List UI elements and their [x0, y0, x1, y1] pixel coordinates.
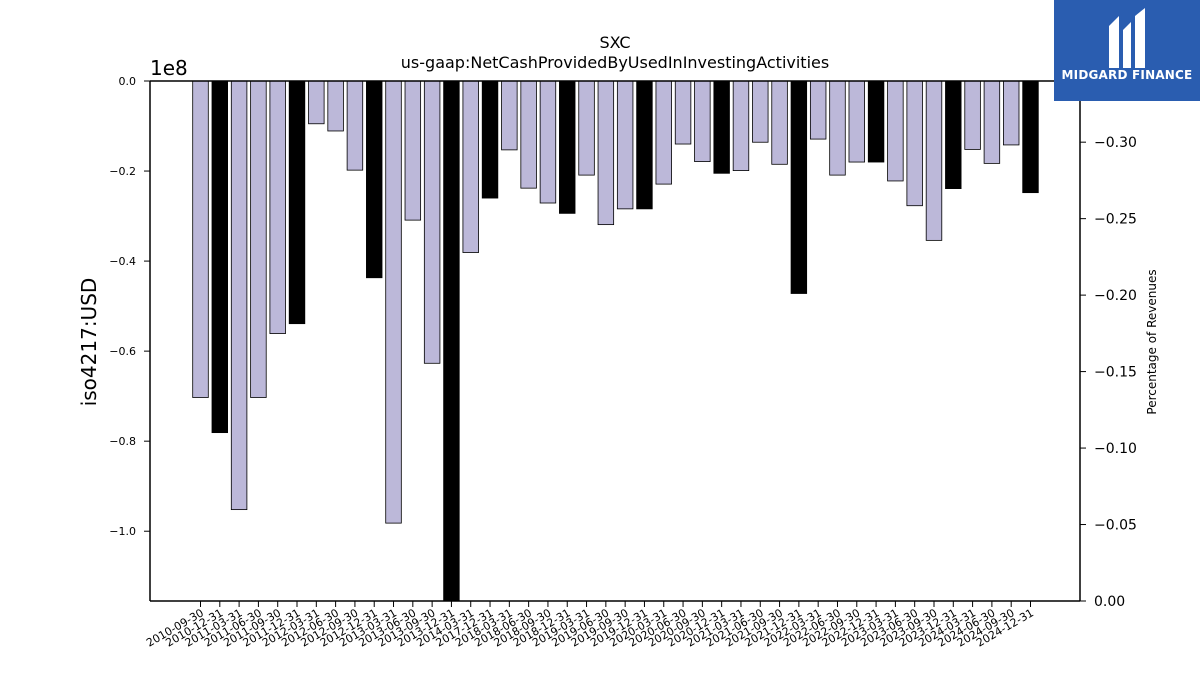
bar-2022-03-31 — [809, 80, 827, 140]
bar-2024-09-30 — [1003, 80, 1020, 146]
y-right-tick-label: −0.20 — [1094, 288, 1137, 304]
bar-2013-12-31 — [443, 80, 460, 602]
bar-2012-06-30 — [327, 80, 344, 132]
bar-2012-09-30 — [346, 80, 364, 171]
bar-2018-03-31 — [501, 80, 518, 151]
bar-2012-12-31 — [366, 80, 383, 279]
y-right-tick-label: −0.30 — [1094, 135, 1137, 151]
bar-2021-12-31 — [790, 80, 808, 294]
bar-2020-12-31 — [713, 80, 730, 174]
bar-2013-06-30 — [404, 80, 422, 221]
y-right-tick-label: −0.05 — [1094, 518, 1137, 534]
bar-2011-12-31 — [288, 80, 306, 325]
bar-2018-06-30 — [520, 80, 537, 189]
y-right-tick-label: −0.25 — [1094, 212, 1137, 228]
y-scale-label: 1e8 — [150, 56, 188, 80]
bar-2014-03-31 — [462, 80, 479, 253]
bar-2018-12-31 — [559, 80, 576, 214]
logo-text: MIDGARD FINANCE — [1061, 68, 1193, 82]
bar-2018-09-30 — [539, 80, 557, 204]
bar-2019-09-30 — [616, 80, 634, 210]
bar-2010-09-30 — [192, 80, 209, 398]
y-tick-label: −0.8 — [109, 435, 136, 448]
y-right-tick-label: 0.00 — [1094, 594, 1125, 610]
y-tick-label: −0.4 — [109, 255, 136, 268]
chart-subtitle: us-gaap:NetCashProvidedByUsedInInvesting… — [401, 53, 829, 72]
bar-2011-09-30 — [269, 80, 286, 334]
y-right-tick-label: −0.15 — [1094, 365, 1137, 381]
bar-2024-06-30 — [983, 80, 1001, 164]
bar-2021-09-30 — [771, 80, 788, 165]
bar-2019-06-30 — [597, 80, 615, 226]
bars-group — [192, 80, 1039, 602]
y-axis-label: iso4217:USD — [77, 278, 101, 407]
bar-2022-06-30 — [829, 80, 846, 176]
bar-2020-09-30 — [694, 80, 711, 162]
bar-2020-06-30 — [674, 80, 692, 145]
bar-2022-09-30 — [848, 80, 865, 163]
axes-group: 0.0 −0.2 −0.4 −0.6 −0.8 −1.0 −0.30 −0.25 −0.20 −0… — [109, 75, 1137, 650]
y-tick-label: 0.0 — [119, 75, 137, 88]
bar-2023-03-31 — [887, 80, 904, 182]
bar-2019-12-31 — [636, 80, 653, 210]
y-right-tick-label: −0.10 — [1094, 441, 1137, 457]
y-axis-label-right: Percentage of Revenues — [1145, 269, 1159, 414]
bar-2012-03-31 — [308, 80, 325, 125]
bar-2023-06-30 — [906, 80, 923, 207]
bar-2024-03-31 — [964, 80, 981, 150]
bar-2013-03-31 — [385, 80, 402, 524]
bar-2024-12-31 — [1022, 80, 1039, 194]
bar-2019-03-31 — [578, 80, 595, 176]
bar-2013-09-30 — [423, 80, 441, 364]
chart-title: SXC — [599, 33, 630, 52]
y-tick-label: −0.6 — [109, 345, 136, 358]
bar-2010-12-31 — [211, 80, 229, 434]
bar-2021-06-30 — [752, 80, 769, 143]
y-tick-label: −0.2 — [109, 165, 136, 178]
logo-mark-icon — [1109, 8, 1145, 68]
bar-2022-12-31 — [867, 80, 885, 163]
bar-2021-03-31 — [732, 80, 750, 171]
bar-2017-12-31 — [481, 80, 499, 199]
bar-2020-03-31 — [655, 80, 672, 185]
bar-2011-03-31 — [230, 80, 248, 511]
bar-2023-12-31 — [945, 80, 962, 189]
y-tick-label: −1.0 — [109, 525, 136, 538]
bar-2023-09-30 — [925, 80, 943, 241]
logo: MIDGARD FINANCE — [1054, 0, 1200, 101]
bar-2011-06-30 — [250, 80, 267, 398]
